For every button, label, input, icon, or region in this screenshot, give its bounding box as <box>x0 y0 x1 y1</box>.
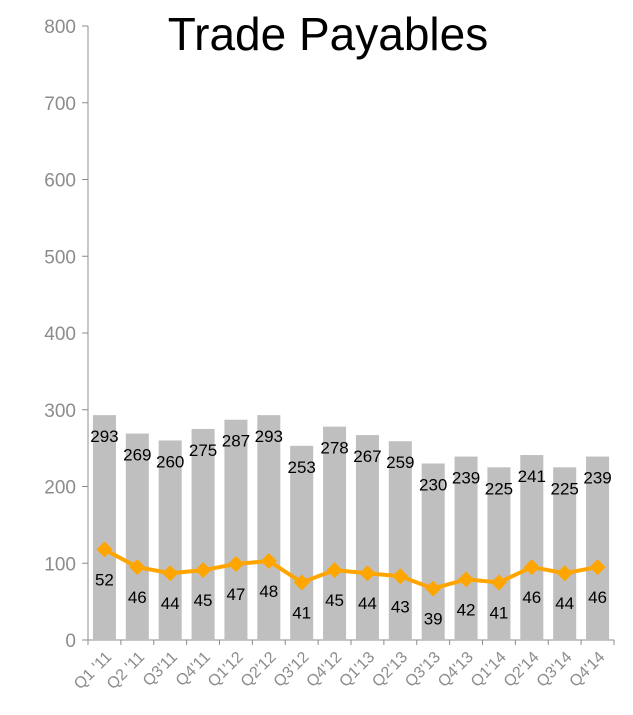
line-point-marker <box>227 556 244 573</box>
bar <box>191 428 215 640</box>
x-tick-label: Q3'13 <box>402 649 444 691</box>
line-point-marker <box>129 559 146 576</box>
x-tick-label: Q1'14 <box>468 649 510 691</box>
bar <box>125 433 149 640</box>
bar <box>388 441 412 640</box>
bar-data-label: 269 <box>123 446 151 465</box>
y-tick-label: 200 <box>44 478 76 499</box>
bar-data-label: 267 <box>353 447 381 466</box>
y-tick-label: 0 <box>65 631 76 652</box>
bar <box>421 463 445 640</box>
x-tick-label: Q4'14 <box>567 649 609 691</box>
y-tick-label: 800 <box>44 17 76 38</box>
bar-data-label: 293 <box>90 427 118 446</box>
bar <box>158 440 182 640</box>
line-data-label: 44 <box>358 594 377 613</box>
bar <box>586 456 610 640</box>
bar-data-label: 259 <box>386 453 414 472</box>
x-tick-label: Q2 '11 <box>104 649 148 693</box>
bar-data-label: 230 <box>419 475 447 494</box>
line-data-label: 47 <box>226 585 245 604</box>
bar <box>454 456 478 640</box>
line-data-label: 41 <box>489 603 508 622</box>
y-tick-label: 100 <box>44 554 76 575</box>
y-tick-label: 300 <box>44 401 76 422</box>
line-data-label: 45 <box>194 591 213 610</box>
bar <box>290 445 314 640</box>
line-data-label: 42 <box>457 600 476 619</box>
x-tick-label: Q2'13 <box>369 649 411 691</box>
bar-data-label: 253 <box>288 458 316 477</box>
line-point-marker <box>96 541 113 558</box>
line-data-label: 43 <box>391 597 410 616</box>
bar-data-label: 239 <box>583 469 611 488</box>
x-tick-label: Q2'12 <box>238 649 280 691</box>
bar-data-label: 293 <box>255 427 283 446</box>
x-tick-label: Q4'12 <box>304 649 346 691</box>
line-point-marker <box>556 565 573 582</box>
line-point-marker <box>458 571 475 588</box>
line-data-label: 48 <box>259 582 278 601</box>
bar-data-label: 225 <box>485 479 513 498</box>
line-point-marker <box>260 552 277 569</box>
line-data-label: 45 <box>325 591 344 610</box>
line-point-marker <box>293 574 310 591</box>
y-tick-label: 400 <box>44 324 76 345</box>
x-tick-label: Q1'12 <box>205 649 247 691</box>
y-tick-label: 600 <box>44 171 76 192</box>
x-tick-label: Q4'13 <box>435 649 477 691</box>
bar <box>520 455 544 640</box>
bar-data-label: 241 <box>518 467 546 486</box>
line-data-label: 46 <box>522 588 541 607</box>
bar <box>323 426 347 640</box>
line-point-marker <box>589 559 606 576</box>
line-data-label: 41 <box>292 603 311 622</box>
line-data-label: 52 <box>95 570 114 589</box>
line-point-marker <box>359 565 376 582</box>
line-data-label: 46 <box>588 588 607 607</box>
line-point-marker <box>425 580 442 597</box>
bar-data-label: 260 <box>156 452 184 471</box>
bar-data-label: 275 <box>189 441 217 460</box>
x-tick-label: Q3'14 <box>534 649 576 691</box>
bar <box>257 415 281 640</box>
bar-data-label: 239 <box>452 469 480 488</box>
line-point-marker <box>195 562 212 579</box>
line-point-marker <box>523 559 540 576</box>
bar <box>224 419 248 640</box>
line-point-marker <box>392 568 409 585</box>
bar <box>92 415 116 640</box>
y-tick-label: 500 <box>44 247 76 268</box>
x-tick-label: Q3'11 <box>140 649 181 690</box>
x-tick-label: Q1'13 <box>336 649 378 691</box>
bar-data-label: 225 <box>551 479 579 498</box>
bar <box>487 467 511 640</box>
x-tick-label: Q3'12 <box>271 649 313 691</box>
line-data-label: 39 <box>424 610 443 629</box>
bar-data-label: 287 <box>222 432 250 451</box>
line-data-label: 44 <box>161 594 180 613</box>
line-data-label: 44 <box>555 594 574 613</box>
x-tick-label: Q2'14 <box>501 649 543 691</box>
series-line <box>103 547 598 591</box>
bar-data-label: 278 <box>320 439 348 458</box>
bar <box>355 435 379 640</box>
x-tick-label: Q4'11 <box>173 649 214 690</box>
bar-series <box>92 415 610 640</box>
chart-title: Trade Payables <box>168 8 488 60</box>
y-tick-label: 700 <box>44 94 76 115</box>
bar <box>553 467 577 640</box>
line-point-marker <box>490 574 507 591</box>
line-point-marker <box>162 565 179 582</box>
line-point-marker <box>326 562 343 579</box>
line-series <box>96 541 606 597</box>
line-data-label: 46 <box>128 588 147 607</box>
